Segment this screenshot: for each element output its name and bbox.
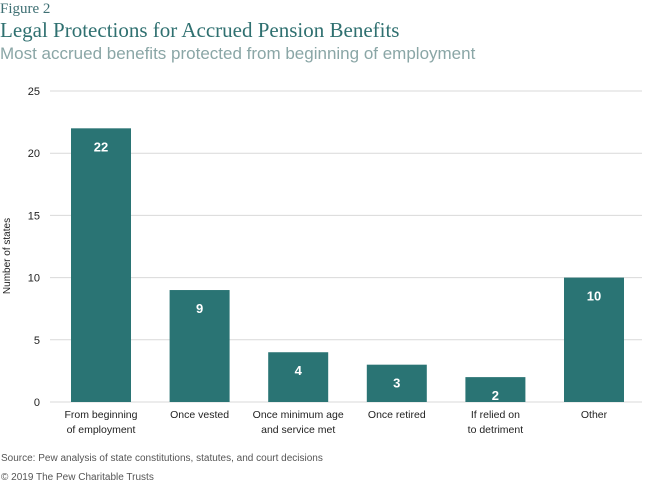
y-tick-label: 15 bbox=[28, 210, 40, 222]
bar-chart: 0 5 10 15 20 25 Number of states 22 9 4 3 2 10 Fro… bbox=[2, 86, 642, 436]
y-tick-label: 20 bbox=[28, 148, 40, 160]
x-tick-label: If relied on to detriment bbox=[468, 409, 524, 436]
chart-subtitle: Most accrued benefits protected from beg… bbox=[0, 44, 476, 63]
bars bbox=[71, 128, 624, 402]
bar-value-labels: 22 9 4 3 2 10 bbox=[94, 139, 601, 403]
grid-lines bbox=[50, 90, 642, 403]
bar bbox=[564, 277, 624, 402]
x-axis-category-labels: From beginning of employment Once vested On… bbox=[65, 409, 608, 436]
x-tick-label: Once minimum age and service met bbox=[253, 409, 344, 436]
y-tick-label: 25 bbox=[28, 86, 40, 98]
y-axis-label: Number of states bbox=[2, 218, 13, 294]
source-note: Source: Pew analysis of state constituti… bbox=[1, 453, 323, 464]
y-tick-label: 10 bbox=[28, 273, 40, 285]
bar-value-label: 22 bbox=[94, 139, 108, 154]
bar-value-label: 3 bbox=[393, 376, 400, 391]
bar bbox=[465, 377, 526, 402]
bar bbox=[169, 290, 230, 402]
bar bbox=[71, 128, 131, 402]
x-tick-label: From beginning of employment bbox=[65, 409, 138, 436]
bar bbox=[268, 352, 329, 402]
x-tick-label: Other bbox=[581, 409, 608, 421]
y-tick-label: 0 bbox=[34, 397, 40, 409]
bar-value-label: 2 bbox=[492, 388, 499, 403]
copyright-note: © 2019 The Pew Charitable Trusts bbox=[1, 472, 154, 483]
bar bbox=[366, 364, 427, 402]
chart-title: Legal Protections for Accrued Pension Be… bbox=[0, 18, 400, 42]
bar-value-label: 9 bbox=[196, 301, 203, 316]
figure-label: Figure 2 bbox=[0, 1, 51, 17]
y-axis-ticks: 0 5 10 15 20 25 bbox=[28, 86, 40, 409]
bar-value-label: 10 bbox=[587, 289, 601, 304]
y-tick-label: 5 bbox=[34, 335, 40, 347]
x-tick-label: Once retired bbox=[368, 409, 426, 421]
bar-value-label: 4 bbox=[295, 363, 303, 378]
x-tick-label: Once vested bbox=[170, 409, 229, 421]
